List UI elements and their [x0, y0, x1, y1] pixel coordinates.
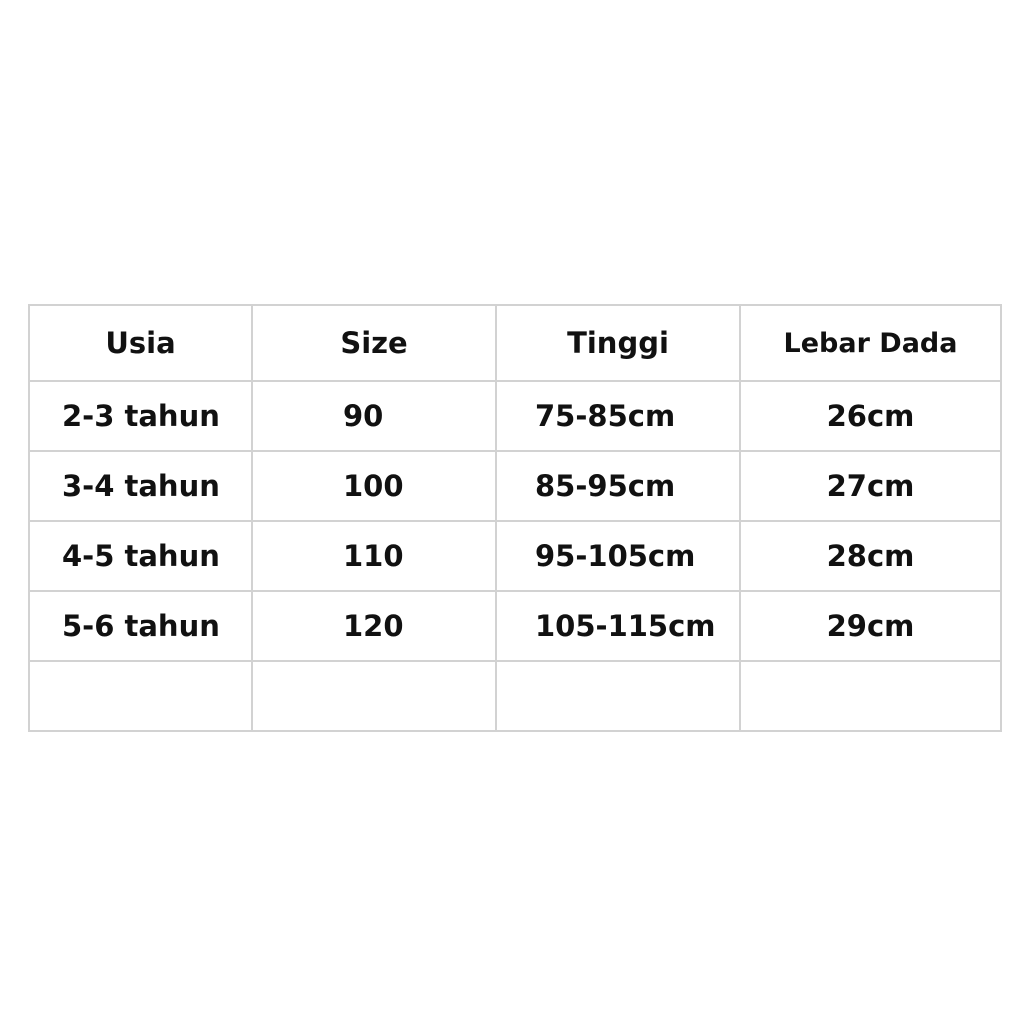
table-cell: 5-6 tahun — [28, 590, 253, 662]
table-row: 4-5 tahun 110 95-105cm 28cm — [28, 520, 1002, 592]
table-cell: 28cm — [739, 520, 1002, 592]
table-cell: 26cm — [739, 380, 1002, 452]
table-cell: 110 — [251, 520, 497, 592]
table-cell: 27cm — [739, 450, 1002, 522]
table-cell — [495, 660, 741, 732]
header-size: Size — [251, 304, 497, 382]
size-chart-table: Usia Size Tinggi Lebar Dada 2-3 tahun 90 7… — [28, 304, 1002, 732]
table-row: 2-3 tahun 90 75-85cm 26cm — [28, 380, 1002, 452]
table-cell — [251, 660, 497, 732]
table-cell: 105-115cm — [495, 590, 741, 662]
table-cell — [28, 660, 253, 732]
table-cell: 29cm — [739, 590, 1002, 662]
table-cell: 4-5 tahun — [28, 520, 253, 592]
header-usia: Usia — [28, 304, 253, 382]
header-tinggi: Tinggi — [495, 304, 741, 382]
table-cell: 120 — [251, 590, 497, 662]
table-row: 3-4 tahun 100 85-95cm 27cm — [28, 450, 1002, 522]
table-cell: 3-4 tahun — [28, 450, 253, 522]
table-cell: 2-3 tahun — [28, 380, 253, 452]
table-row — [28, 660, 1002, 732]
table-cell: 75-85cm — [495, 380, 741, 452]
table-row: 5-6 tahun 120 105-115cm 29cm — [28, 590, 1002, 662]
table-cell — [739, 660, 1002, 732]
table-cell: 90 — [251, 380, 497, 452]
header-lebar-dada: Lebar Dada — [739, 304, 1002, 382]
table-cell: 100 — [251, 450, 497, 522]
header-row: Usia Size Tinggi Lebar Dada — [28, 304, 1002, 382]
table-cell: 95-105cm — [495, 520, 741, 592]
table-cell: 85-95cm — [495, 450, 741, 522]
